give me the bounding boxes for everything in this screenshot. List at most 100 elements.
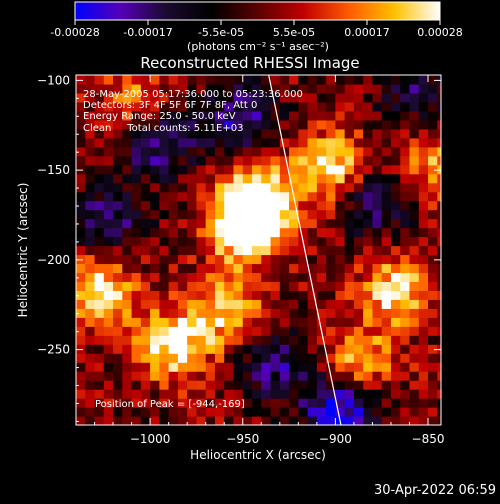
heatmap-cell <box>326 200 336 211</box>
heatmap-cell <box>363 344 374 354</box>
colorbar <box>74 1 441 21</box>
heatmap-cell <box>390 191 401 202</box>
heatmap-cell <box>242 389 253 399</box>
heatmap-cell <box>94 92 105 103</box>
heatmap-cell <box>372 398 383 408</box>
heatmap-cell <box>307 182 318 193</box>
heatmap-cell <box>196 236 207 247</box>
heatmap-cell <box>353 380 364 390</box>
heatmap-cell <box>205 335 216 345</box>
heatmap-cell <box>242 326 253 336</box>
heatmap-cell <box>131 362 142 372</box>
heatmap-cell <box>270 281 281 291</box>
heatmap-cell <box>381 236 392 247</box>
heatmap-cell <box>168 335 179 345</box>
heatmap-cell <box>131 128 142 139</box>
heatmap-cell <box>298 155 309 166</box>
heatmap-cell <box>372 272 383 283</box>
heatmap-cell <box>326 191 336 202</box>
heatmap-cell <box>242 299 253 309</box>
heatmap-cell <box>150 191 160 202</box>
heatmap-cell <box>233 353 244 363</box>
heatmap-cell <box>261 380 272 390</box>
heatmap-cell <box>316 218 327 229</box>
heatmap-cell <box>261 344 272 354</box>
heatmap-cell <box>168 353 179 363</box>
heatmap-cell <box>76 200 86 211</box>
heatmap-cell <box>400 182 411 193</box>
heatmap-cell <box>214 317 225 327</box>
heatmap-cell <box>372 254 383 265</box>
heatmap-cell <box>326 299 336 309</box>
heatmap-cell <box>289 353 299 363</box>
heatmap-cell <box>353 155 364 166</box>
heatmap-cell <box>224 308 235 318</box>
heatmap-cell <box>335 182 346 193</box>
heatmap-cell <box>131 272 142 283</box>
heatmap-cell <box>279 218 290 229</box>
heatmap-cell <box>279 389 290 399</box>
heatmap-cell <box>279 407 290 417</box>
heatmap-cell <box>428 137 438 148</box>
heatmap-cell <box>270 191 281 202</box>
heatmap-cell <box>409 254 420 265</box>
heatmap-cell <box>344 92 355 103</box>
heatmap-cell <box>372 263 383 274</box>
heatmap-cell <box>326 137 336 148</box>
heatmap-cell <box>335 200 346 211</box>
heatmap-cell <box>326 389 336 399</box>
heatmap-cell <box>270 362 281 372</box>
heatmap-cell <box>187 299 198 309</box>
heatmap-cell <box>270 155 281 166</box>
heatmap-cell <box>122 371 133 381</box>
heatmap-cell <box>344 83 355 94</box>
heatmap-cell <box>372 353 383 363</box>
heatmap-cell <box>94 137 105 148</box>
heatmap-cell <box>409 200 420 211</box>
heatmap-cell <box>150 362 160 372</box>
heatmap-cell <box>187 218 198 229</box>
heatmap-cell <box>298 83 309 94</box>
heatmap-cell <box>196 281 207 291</box>
heatmap-cell <box>270 75 281 85</box>
heatmap-cell <box>159 299 170 309</box>
heatmap-cell <box>177 128 188 139</box>
heatmap-cell <box>326 110 336 121</box>
heatmap-cell <box>252 101 262 112</box>
heatmap-cell <box>372 128 383 139</box>
heatmap-cell <box>372 308 383 318</box>
heatmap-cell <box>205 281 216 291</box>
heatmap-cell <box>289 380 299 390</box>
heatmap-cell <box>103 218 114 229</box>
heatmap-cell <box>94 227 105 238</box>
heatmap-cell <box>94 326 105 336</box>
heatmap-cell <box>400 380 411 390</box>
heatmap-cell <box>76 209 86 220</box>
heatmap-cell <box>85 272 96 283</box>
heatmap-cell <box>233 335 244 345</box>
heatmap-cell <box>76 281 86 291</box>
heatmap-cell <box>279 371 290 381</box>
heatmap-cell <box>289 317 299 327</box>
heatmap-cell <box>335 326 346 336</box>
heatmap-cell <box>372 362 383 372</box>
heatmap-cell <box>205 119 216 130</box>
heatmap-cell <box>85 110 96 121</box>
heatmap-cell <box>242 218 253 229</box>
heatmap-cell <box>437 317 441 327</box>
heatmap-cell <box>76 101 86 112</box>
heatmap-cell <box>205 128 216 139</box>
heatmap-cell <box>289 83 299 94</box>
heatmap-cell <box>372 146 383 157</box>
heatmap-cell <box>196 119 207 130</box>
heatmap-cell <box>103 83 114 94</box>
heatmap-cell <box>372 155 383 166</box>
heatmap-cell <box>113 371 123 381</box>
heatmap-cell <box>122 110 133 121</box>
heatmap-cell <box>252 75 262 85</box>
heatmap-cell <box>409 326 420 336</box>
heatmap-cell <box>390 75 401 85</box>
heatmap-cell <box>187 272 198 283</box>
heatmap-cell <box>307 272 318 283</box>
